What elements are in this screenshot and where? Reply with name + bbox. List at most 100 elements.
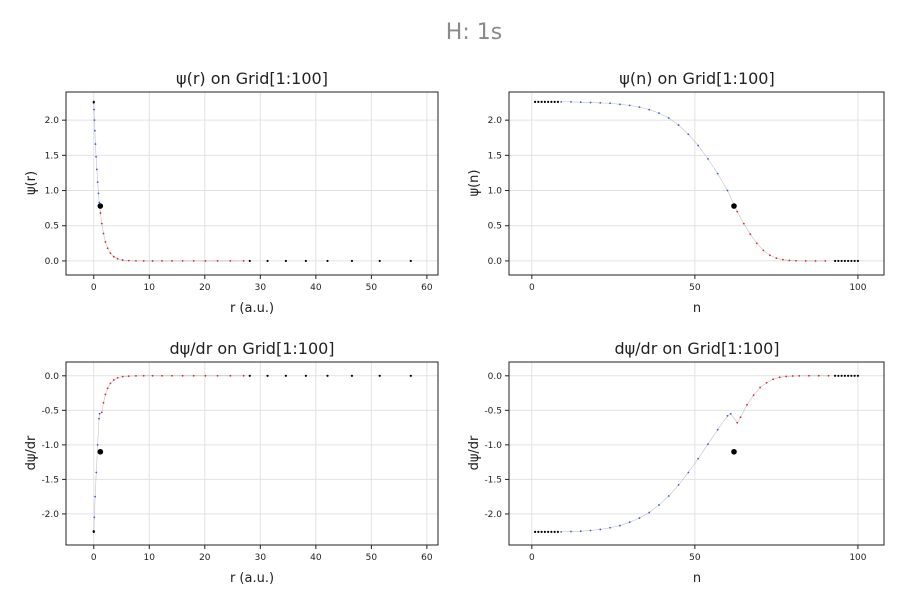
series-2-point xyxy=(772,378,775,381)
series-2-point xyxy=(181,260,184,262)
marker-point xyxy=(833,259,837,263)
series-1-point xyxy=(697,144,700,147)
marker-point xyxy=(284,259,287,263)
x-tick-label: 0 xyxy=(91,283,97,293)
y-axis-label: dψ/dr xyxy=(467,435,482,470)
y-tick-label: 1.5 xyxy=(45,151,59,161)
series-1-point xyxy=(570,100,572,103)
series-1-point xyxy=(697,457,700,460)
connector-line xyxy=(561,101,826,262)
marker-point xyxy=(409,259,412,263)
series-2-point xyxy=(102,232,105,235)
marker-point xyxy=(553,100,556,103)
series-2-point xyxy=(216,374,219,377)
panel-psi-n: ψ(n) on Grid[1:100] n ψ(n) 0 50 100 0.0 0.5 1… xyxy=(467,69,885,316)
series-1-point xyxy=(599,528,602,531)
panel-dpsi-n: dψ/dr on Grid[1:100] n dψ/dr 0 50 100 0.0 -0… xyxy=(467,339,885,586)
marker-point xyxy=(850,259,853,263)
series-1-point xyxy=(726,414,729,417)
panel-title: dψ/dr on Grid[1:100] xyxy=(614,339,779,358)
marker-point xyxy=(248,259,251,263)
x-tick-label: 50 xyxy=(689,553,701,563)
series-2-point xyxy=(782,258,784,261)
y-tick-label: 0.5 xyxy=(488,222,502,232)
x-tick-label: 60 xyxy=(421,553,433,563)
series-1-point xyxy=(94,495,97,498)
x-tick-label: 50 xyxy=(366,283,378,293)
marker-point xyxy=(550,100,553,103)
series-2-point xyxy=(752,394,755,397)
series-2-point xyxy=(788,259,791,262)
marker-point xyxy=(550,530,553,533)
y-tick-label: -1.0 xyxy=(484,441,502,451)
marker-point xyxy=(304,259,307,263)
series-2-point xyxy=(814,260,817,262)
series-2-point xyxy=(151,374,154,377)
series-2-point xyxy=(755,242,758,245)
y-tick-label: -0.5 xyxy=(41,406,59,416)
series-2-point xyxy=(785,375,788,378)
marker-point xyxy=(843,259,846,263)
series-1-point xyxy=(648,108,651,111)
series-2-point xyxy=(742,222,745,225)
series-2-point xyxy=(739,416,742,419)
connector-line xyxy=(93,375,244,532)
marker-point xyxy=(543,530,546,533)
marker-point xyxy=(97,448,104,455)
marker-point xyxy=(533,100,537,103)
series-2-point xyxy=(135,374,137,377)
series-2-point xyxy=(242,374,245,377)
marker-point xyxy=(843,374,846,377)
series-1-point xyxy=(648,511,651,514)
y-tick-label: 1.5 xyxy=(488,151,502,161)
x-axis-label: r (a.u.) xyxy=(230,571,274,586)
x-tick-label: 20 xyxy=(199,553,211,563)
marker-point xyxy=(266,259,269,263)
marker-point xyxy=(853,374,856,377)
series-2-point xyxy=(736,210,739,213)
y-tick-label: 1.0 xyxy=(45,187,60,197)
series-2-point xyxy=(116,257,119,260)
marker-point xyxy=(837,374,840,377)
series-1-point xyxy=(726,189,729,192)
series-2-point xyxy=(229,374,232,377)
series-1-point xyxy=(96,443,99,446)
marker-point xyxy=(556,100,560,103)
series-2-point xyxy=(109,252,112,255)
plot-frame xyxy=(508,91,885,276)
series-2-point xyxy=(791,375,794,377)
series-2-point xyxy=(242,260,245,262)
series-2-point xyxy=(161,260,163,262)
series-1-point xyxy=(93,129,96,132)
y-tick-label: 0.0 xyxy=(488,257,503,267)
series-1-point xyxy=(95,155,97,158)
x-tick-label: 30 xyxy=(255,553,267,563)
marker-point xyxy=(378,259,381,263)
series-1-point xyxy=(618,524,621,527)
marker-point xyxy=(266,374,269,377)
x-tick-label: 0 xyxy=(529,283,535,293)
x-tick-label: 0 xyxy=(529,553,535,563)
series-1-point xyxy=(94,143,97,145)
series-1-point xyxy=(729,412,732,415)
y-tick-label: 0.5 xyxy=(45,222,59,232)
series-1-point xyxy=(93,108,95,111)
marker-point xyxy=(847,374,850,377)
series-2-point xyxy=(804,260,807,262)
panel-psi-r: ψ(r) on Grid[1:100] r (a.u.) ψ(r) 0 10 20 3… xyxy=(24,69,439,316)
x-axis-label: n xyxy=(693,301,701,316)
y-tick-label: 2.0 xyxy=(45,116,60,126)
series-2-point xyxy=(142,374,145,377)
plot-frame xyxy=(65,91,439,276)
marker-point xyxy=(547,100,550,103)
panel-title: dψ/dr on Grid[1:100] xyxy=(169,339,334,358)
x-tick-label: 10 xyxy=(144,553,156,563)
y-tick-label: -1.0 xyxy=(41,441,59,451)
series-1-point xyxy=(98,417,100,420)
series-2-point xyxy=(104,241,107,243)
series-1-point xyxy=(93,516,96,519)
series-2-point xyxy=(798,374,801,377)
series-1-point xyxy=(560,530,563,533)
series-1-point xyxy=(628,521,631,524)
series-2-point xyxy=(204,374,207,377)
